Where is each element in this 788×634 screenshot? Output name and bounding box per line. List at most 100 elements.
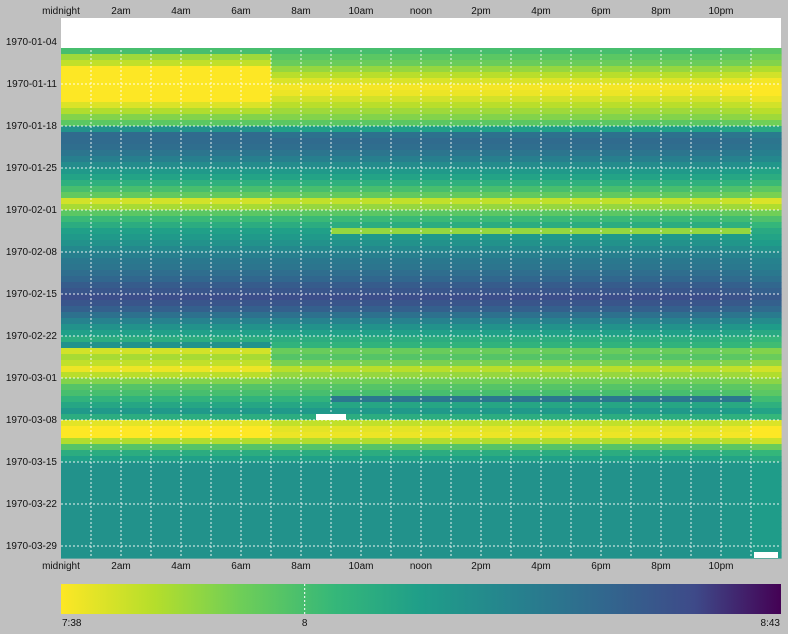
heatmap-cell bbox=[721, 426, 752, 433]
heatmap-cell bbox=[331, 216, 362, 223]
heatmap-cell bbox=[691, 336, 722, 343]
heatmap-cell bbox=[151, 438, 182, 445]
heatmap-cell bbox=[721, 228, 752, 235]
heatmap-cell bbox=[601, 246, 632, 253]
heatmap-cell bbox=[271, 216, 302, 223]
heatmap-cell bbox=[181, 84, 212, 91]
heatmap-cell bbox=[361, 96, 392, 103]
heatmap-cell bbox=[391, 426, 422, 433]
heatmap-cell bbox=[451, 324, 482, 331]
y-tick-label: 1970-02-01 bbox=[6, 205, 58, 216]
heatmap-cell bbox=[751, 276, 782, 283]
heatmap-cell bbox=[541, 342, 572, 349]
heatmap-cell bbox=[721, 174, 752, 181]
heatmap-cell bbox=[301, 192, 332, 199]
heatmap-cell bbox=[631, 162, 662, 169]
heatmap-cell bbox=[601, 222, 632, 229]
heatmap-cell bbox=[691, 384, 722, 391]
heatmap-cell bbox=[391, 150, 422, 157]
heatmap-cell bbox=[571, 84, 602, 91]
heatmap-cell bbox=[91, 150, 122, 157]
heatmap-cell bbox=[181, 48, 212, 55]
heatmap-cell bbox=[181, 444, 212, 451]
heatmap-cell bbox=[211, 192, 242, 199]
heatmap-cell bbox=[721, 90, 752, 97]
heatmap-cell bbox=[271, 510, 302, 517]
heatmap-cell bbox=[301, 492, 332, 499]
heatmap-cell bbox=[241, 78, 272, 85]
heatmap-cell bbox=[301, 426, 332, 433]
heatmap-cell bbox=[121, 60, 152, 67]
x-tick-label-bottom: 2pm bbox=[471, 561, 490, 572]
heatmap-cell bbox=[181, 540, 212, 547]
heatmap-cell bbox=[331, 336, 362, 343]
heatmap-cell bbox=[61, 264, 92, 271]
heatmap-cell bbox=[361, 330, 392, 337]
heatmap-cell bbox=[181, 432, 212, 439]
heatmap-cell bbox=[691, 522, 722, 529]
heatmap-cell bbox=[181, 102, 212, 109]
heatmap-cell bbox=[751, 288, 782, 295]
heatmap-cell bbox=[751, 480, 782, 487]
heatmap-cell bbox=[631, 390, 662, 397]
heatmap-cell bbox=[421, 354, 452, 361]
heatmap-cell bbox=[121, 372, 152, 379]
heatmap-cell bbox=[361, 108, 392, 115]
heatmap-cell bbox=[181, 138, 212, 145]
heatmap-cell bbox=[631, 528, 662, 535]
heatmap-cell bbox=[241, 330, 272, 337]
heatmap-cell bbox=[91, 270, 122, 277]
heatmap-cell bbox=[601, 336, 632, 343]
heatmap-cell bbox=[391, 474, 422, 481]
heatmap-cell bbox=[421, 444, 452, 451]
heatmap-cell bbox=[511, 60, 542, 67]
heatmap-cell bbox=[541, 306, 572, 313]
heatmap-cell bbox=[451, 66, 482, 73]
heatmap-cell bbox=[301, 198, 332, 205]
heatmap-cell bbox=[661, 372, 692, 379]
heatmap-cell bbox=[661, 324, 692, 331]
heatmap-cell bbox=[571, 498, 602, 505]
heatmap-cell bbox=[241, 414, 272, 421]
x-tick-label-top: 2am bbox=[111, 6, 130, 17]
heatmap-cell bbox=[181, 414, 212, 421]
heatmap-cell bbox=[211, 312, 242, 319]
heatmap-cell bbox=[331, 270, 362, 277]
heatmap-cell bbox=[421, 348, 452, 355]
heatmap-cell bbox=[151, 306, 182, 313]
heatmap-cell bbox=[301, 384, 332, 391]
heatmap-cell bbox=[451, 384, 482, 391]
heatmap-cell bbox=[691, 324, 722, 331]
heatmap-cell bbox=[271, 516, 302, 523]
heatmap-cell bbox=[631, 462, 662, 469]
heatmap-cell bbox=[481, 486, 512, 493]
heatmap-cell bbox=[481, 282, 512, 289]
heatmap-cell bbox=[661, 90, 692, 97]
heatmap-cell bbox=[511, 174, 542, 181]
heatmap-cell bbox=[211, 48, 242, 55]
heatmap-cell bbox=[601, 510, 632, 517]
heatmap-cell bbox=[361, 306, 392, 313]
heatmap-cell bbox=[451, 72, 482, 79]
heatmap-cell bbox=[331, 264, 362, 271]
heatmap-cell bbox=[691, 414, 722, 421]
heatmap-cell bbox=[421, 258, 452, 265]
heatmap-cell bbox=[451, 192, 482, 199]
heatmap-cell bbox=[511, 264, 542, 271]
heatmap-cell bbox=[391, 96, 422, 103]
heatmap-cell bbox=[151, 516, 182, 523]
heatmap-cell bbox=[511, 486, 542, 493]
heatmap-cell bbox=[301, 498, 332, 505]
heatmap-cell bbox=[451, 246, 482, 253]
heatmap-cell bbox=[721, 414, 752, 421]
heatmap-cell bbox=[541, 96, 572, 103]
heatmap-cell bbox=[271, 462, 302, 469]
heatmap-cell bbox=[61, 504, 92, 511]
heatmap-cell bbox=[571, 462, 602, 469]
heatmap-cell bbox=[601, 384, 632, 391]
heatmap-cell bbox=[361, 246, 392, 253]
heatmap-cell bbox=[661, 78, 692, 85]
heatmap-cell bbox=[241, 108, 272, 115]
heatmap-cell bbox=[301, 300, 332, 307]
x-tick-label-top: 8pm bbox=[651, 6, 670, 17]
